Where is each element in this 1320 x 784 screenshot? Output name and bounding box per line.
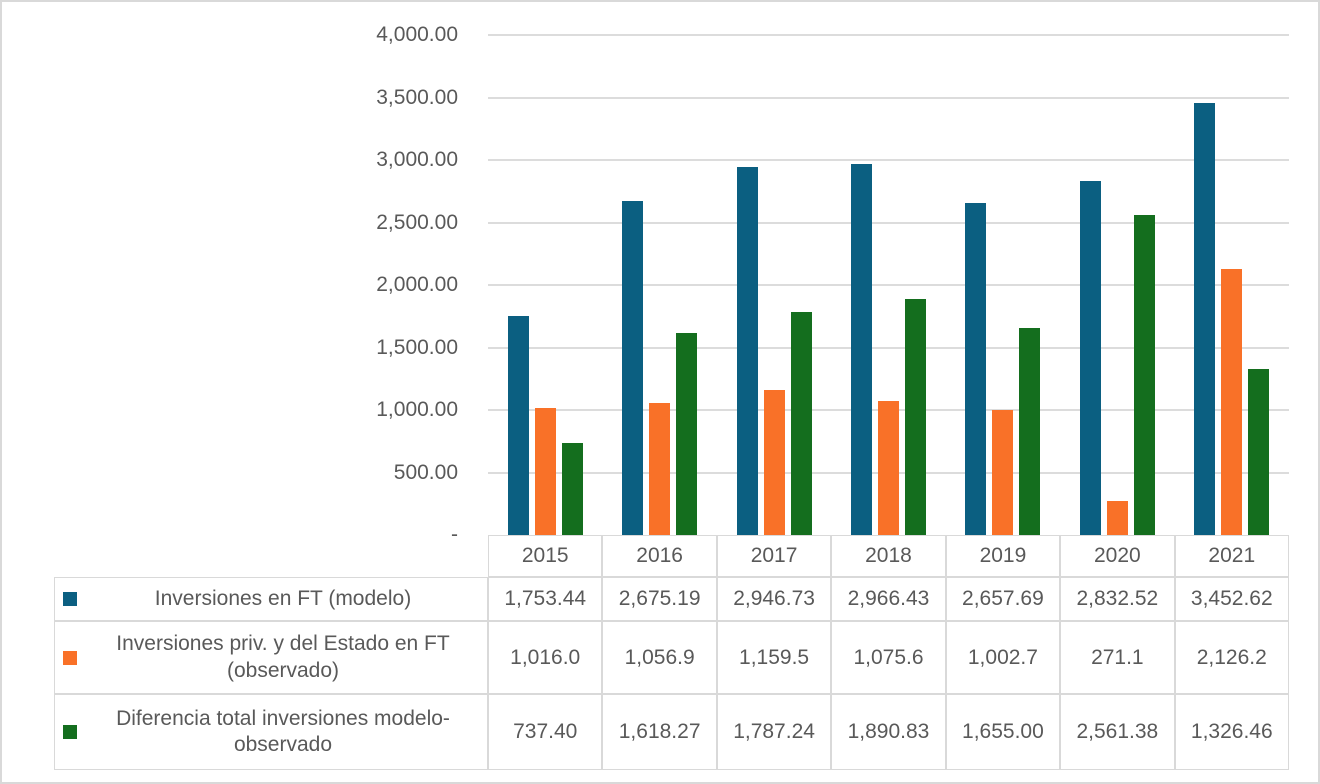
value-cell-2017: 1,787.24 [716, 694, 832, 770]
value-cell-2021: 2,126.2 [1174, 621, 1289, 694]
data-table: 2015 2016 2017 2018 2019 2020 2021 Inversiones … [54, 535, 1289, 770]
year-header-2015: 2015 [488, 535, 603, 577]
bar-2019 [1019, 328, 1041, 535]
gridline [488, 284, 1289, 286]
y-axis-tick-label: 500.00 [393, 460, 458, 484]
bar-2016 [676, 332, 698, 535]
bar-2016 [649, 402, 671, 535]
y-axis-tick-label: 3,500.00 [376, 85, 458, 109]
year-header-2020: 2020 [1060, 535, 1175, 577]
value-cell-2019: 1,655.00 [945, 694, 1061, 770]
value-cell-2020: 2,832.52 [1060, 577, 1175, 621]
y-axis-tick-label: 2,500.00 [376, 210, 458, 234]
gridline [488, 221, 1289, 224]
year-header-2019: 2019 [945, 535, 1061, 577]
y-axis-tick-label: 4,000.00 [376, 23, 458, 46]
value-cell-2015: 1,016.0 [488, 621, 603, 694]
bar-group-2020 [1060, 35, 1174, 535]
bar-2015 [534, 408, 556, 535]
table-corner-cell [54, 535, 488, 577]
bar-group-2021 [1175, 35, 1289, 535]
bar-group-2019 [946, 35, 1060, 535]
value-cell-2019: 1,002.7 [945, 621, 1061, 694]
value-cell-2018: 2,966.43 [831, 577, 946, 621]
bar-2015 [561, 442, 583, 535]
bar-2017 [763, 390, 785, 535]
value-cell-2019: 2,657.69 [945, 577, 1061, 621]
legend-swatch-icon [63, 592, 77, 606]
y-axis-tick-label: 1,500.00 [376, 335, 458, 359]
bar-2019 [965, 202, 987, 535]
value-cell-2020: 271.1 [1060, 621, 1175, 694]
year-header-2018: 2018 [831, 535, 946, 577]
series-name: Diferencia total inversiones modelo-obse… [116, 706, 450, 756]
y-axis-tick-label: 1,000.00 [376, 398, 458, 421]
bar-2016 [622, 200, 644, 535]
series-label-row: Diferencia total inversiones modelo-obse… [54, 694, 488, 770]
y-axis-tick-label: 3,000.00 [376, 148, 458, 171]
y-axis-tick-label: 2,000.00 [376, 273, 458, 296]
bar-2018 [850, 164, 872, 535]
value-cell-2021: 1,326.46 [1174, 694, 1289, 770]
legend-swatch-icon [63, 725, 77, 739]
gridline [488, 159, 1289, 161]
bar-2019 [992, 409, 1014, 535]
value-cell-2015: 737.40 [488, 694, 603, 770]
series-label-row: Inversiones en FT (modelo) [54, 577, 488, 621]
value-cell-2016: 1,056.9 [602, 621, 717, 694]
value-cell-2017: 1,159.5 [716, 621, 832, 694]
plot-area [488, 34, 1289, 535]
bar-group-2018 [831, 35, 945, 535]
bar-2021 [1248, 369, 1270, 535]
gridline [488, 96, 1289, 99]
bar-group-2016 [602, 35, 716, 535]
gridline [488, 346, 1289, 349]
bar-group-2015 [488, 35, 602, 535]
bar-2017 [790, 311, 812, 535]
year-header-2021: 2021 [1174, 535, 1289, 577]
bar-2018 [904, 298, 926, 535]
bar-2020 [1106, 501, 1128, 535]
value-cell-2020: 2,561.38 [1060, 694, 1175, 770]
bar-2020 [1079, 180, 1101, 535]
value-cell-2015: 1,753.44 [488, 577, 603, 621]
series-label-row: Inversiones priv. y del Estado en FT (ob… [54, 621, 488, 694]
legend-swatch-icon [63, 650, 77, 665]
value-cell-2017: 2,946.73 [716, 577, 832, 621]
year-header-2017: 2017 [716, 535, 832, 577]
bar-2017 [736, 166, 758, 535]
bar-2021 [1221, 269, 1243, 535]
year-header-2016: 2016 [602, 535, 717, 577]
value-cell-2016: 2,675.19 [602, 577, 717, 621]
bar-group-2017 [717, 35, 831, 535]
value-cell-2018: 1,075.6 [831, 621, 946, 694]
bar-2020 [1133, 214, 1155, 535]
value-cell-2016: 1,618.27 [602, 694, 717, 770]
series-name: Inversiones en FT (modelo) [154, 586, 412, 610]
bar-2015 [507, 315, 529, 535]
series-name: Inversiones priv. y del Estado en FT (ob… [116, 632, 450, 682]
value-cell-2018: 1,890.83 [831, 694, 946, 770]
y-axis-tick-label: - [451, 523, 458, 546]
gridline [488, 34, 1289, 36]
bar-2018 [877, 400, 899, 535]
value-cell-2021: 3,452.62 [1174, 577, 1289, 621]
bar-2021 [1194, 103, 1216, 535]
